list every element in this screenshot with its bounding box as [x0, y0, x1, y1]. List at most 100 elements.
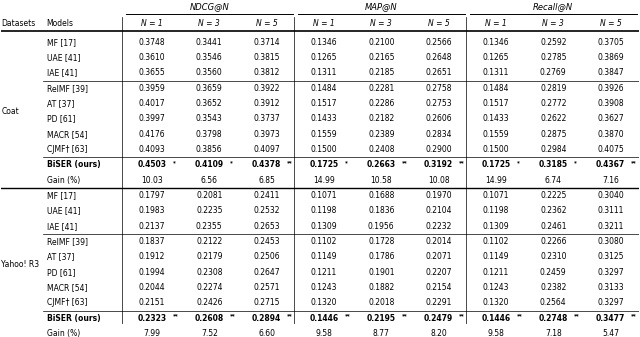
Text: 0.3627: 0.3627: [597, 115, 624, 123]
Text: 0.1500: 0.1500: [310, 145, 337, 154]
Text: 0.2426: 0.2426: [196, 299, 223, 307]
Text: 9.58: 9.58: [488, 329, 504, 337]
Text: 0.1346: 0.1346: [483, 38, 509, 47]
Text: 0.3543: 0.3543: [196, 115, 223, 123]
Text: 0.3870: 0.3870: [597, 130, 624, 139]
Text: 0.1446: 0.1446: [309, 314, 339, 323]
Text: **: **: [460, 160, 465, 165]
Text: 0.2769: 0.2769: [540, 68, 566, 78]
Text: **: **: [631, 313, 637, 318]
Text: 0.1725: 0.1725: [481, 160, 511, 170]
Text: 0.3869: 0.3869: [597, 53, 624, 62]
Text: 8.77: 8.77: [373, 329, 390, 337]
Text: 0.2165: 0.2165: [368, 53, 394, 62]
Text: 0.2266: 0.2266: [540, 237, 566, 246]
Text: **: **: [173, 313, 179, 318]
Text: 0.2182: 0.2182: [368, 115, 394, 123]
Text: 0.2622: 0.2622: [540, 115, 566, 123]
Text: 0.1836: 0.1836: [368, 207, 394, 215]
Text: **: **: [287, 160, 293, 165]
Text: 0.1725: 0.1725: [309, 160, 339, 170]
Text: 0.1071: 0.1071: [311, 191, 337, 200]
Text: N = 1: N = 1: [141, 20, 163, 28]
Text: 0.2715: 0.2715: [253, 299, 280, 307]
Text: 0.1149: 0.1149: [311, 252, 337, 262]
Text: 0.2653: 0.2653: [253, 222, 280, 231]
Text: RelMF [39]: RelMF [39]: [47, 84, 88, 93]
Text: 0.2232: 0.2232: [426, 222, 452, 231]
Text: 7.99: 7.99: [143, 329, 161, 337]
Text: **: **: [344, 313, 350, 318]
Text: 0.3737: 0.3737: [253, 115, 280, 123]
Text: 0.1956: 0.1956: [368, 222, 395, 231]
Text: **: **: [230, 313, 236, 318]
Text: 9.58: 9.58: [316, 329, 332, 337]
Text: AT [37]: AT [37]: [47, 99, 74, 108]
Text: 0.2453: 0.2453: [253, 237, 280, 246]
Text: 0.2185: 0.2185: [368, 68, 394, 78]
Text: 0.1901: 0.1901: [368, 268, 394, 277]
Text: Recall@N: Recall@N: [533, 2, 573, 11]
Text: 0.4367: 0.4367: [596, 160, 625, 170]
Text: 0.1311: 0.1311: [311, 68, 337, 78]
Text: Models: Models: [47, 20, 74, 28]
Text: 0.2608: 0.2608: [195, 314, 224, 323]
Text: 7.16: 7.16: [602, 176, 619, 185]
Text: MF [17]: MF [17]: [47, 191, 76, 200]
Text: 0.1071: 0.1071: [483, 191, 509, 200]
Text: 0.2389: 0.2389: [368, 130, 394, 139]
Text: 0.3185: 0.3185: [539, 160, 568, 170]
Text: 0.3815: 0.3815: [253, 53, 280, 62]
Text: 0.1265: 0.1265: [311, 53, 337, 62]
Text: 0.1265: 0.1265: [483, 53, 509, 62]
Text: 0.3192: 0.3192: [424, 160, 453, 170]
Text: 0.3297: 0.3297: [597, 299, 624, 307]
Text: 0.1912: 0.1912: [139, 252, 165, 262]
Text: 0.2564: 0.2564: [540, 299, 566, 307]
Text: 0.1198: 0.1198: [311, 207, 337, 215]
Text: 0.1728: 0.1728: [368, 237, 394, 246]
Text: 6.74: 6.74: [545, 176, 562, 185]
Text: IAE [41]: IAE [41]: [47, 68, 77, 78]
Text: **: **: [460, 313, 465, 318]
Text: 0.2408: 0.2408: [368, 145, 394, 154]
Text: 0.1559: 0.1559: [483, 130, 509, 139]
Text: Yahoo! R3: Yahoo! R3: [1, 260, 40, 269]
Text: 0.1882: 0.1882: [368, 283, 394, 292]
Text: 0.1346: 0.1346: [310, 38, 337, 47]
Text: 0.3908: 0.3908: [597, 99, 624, 108]
Text: 0.2900: 0.2900: [426, 145, 452, 154]
Text: 0.2355: 0.2355: [196, 222, 223, 231]
Text: N = 3: N = 3: [371, 20, 392, 28]
Text: 0.2081: 0.2081: [196, 191, 223, 200]
Text: 0.2753: 0.2753: [426, 99, 452, 108]
Text: 0.3652: 0.3652: [196, 99, 223, 108]
Text: 0.1517: 0.1517: [311, 99, 337, 108]
Text: 0.3714: 0.3714: [253, 38, 280, 47]
Text: 0.4176: 0.4176: [139, 130, 165, 139]
Text: 0.2362: 0.2362: [540, 207, 566, 215]
Text: 0.3133: 0.3133: [597, 283, 624, 292]
Text: 5.47: 5.47: [602, 329, 619, 337]
Text: 0.1102: 0.1102: [483, 237, 509, 246]
Text: 0.2281: 0.2281: [368, 84, 394, 93]
Text: PD [61]: PD [61]: [47, 268, 75, 277]
Text: BiSER (ours): BiSER (ours): [47, 160, 100, 170]
Text: 0.2323: 0.2323: [138, 314, 166, 323]
Text: 0.1559: 0.1559: [310, 130, 337, 139]
Text: 0.1309: 0.1309: [483, 222, 509, 231]
Text: 0.2663: 0.2663: [367, 160, 396, 170]
Text: 8.20: 8.20: [430, 329, 447, 337]
Text: 0.3847: 0.3847: [597, 68, 624, 78]
Text: 0.2459: 0.2459: [540, 268, 566, 277]
Text: 0.1243: 0.1243: [311, 283, 337, 292]
Text: 0.2014: 0.2014: [426, 237, 452, 246]
Text: 0.3655: 0.3655: [139, 68, 165, 78]
Text: 0.3610: 0.3610: [139, 53, 165, 62]
Text: 0.3959: 0.3959: [139, 84, 165, 93]
Text: 0.1433: 0.1433: [483, 115, 509, 123]
Text: 0.4109: 0.4109: [195, 160, 224, 170]
Text: 14.99: 14.99: [313, 176, 335, 185]
Text: 0.1320: 0.1320: [483, 299, 509, 307]
Text: 0.1688: 0.1688: [368, 191, 394, 200]
